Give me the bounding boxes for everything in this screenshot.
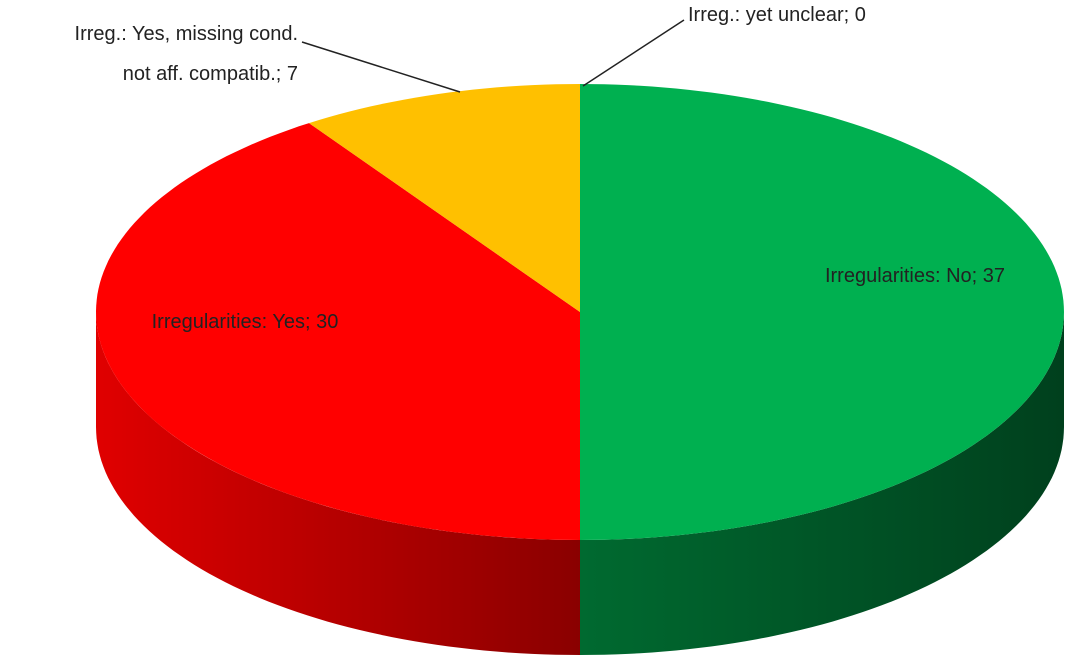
leader-line xyxy=(301,41,461,93)
leader-line xyxy=(582,19,685,87)
slice-side xyxy=(580,312,1064,655)
data-label: Irreg.: Yes, missing cond. not aff. compa… xyxy=(75,23,298,85)
slice-side xyxy=(96,312,580,655)
data-label: Irregularities: Yes; 30 xyxy=(152,311,339,333)
data-label: Irregularities: No; 37 xyxy=(825,265,1005,287)
data-label: Irreg.: yet unclear; 0 xyxy=(688,4,866,26)
slice xyxy=(96,123,580,540)
slice xyxy=(309,84,580,312)
slice xyxy=(580,84,1064,540)
